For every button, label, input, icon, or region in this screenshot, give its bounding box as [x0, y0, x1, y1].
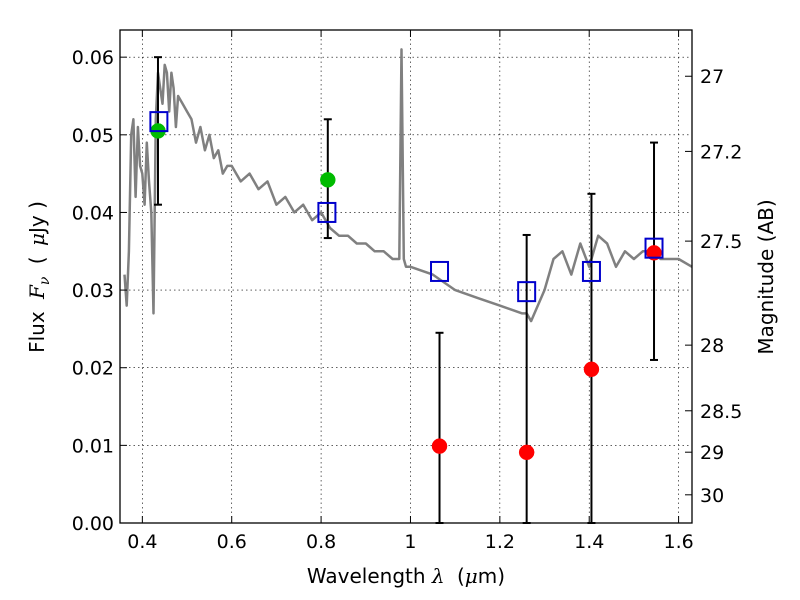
y-axis-title-text: Flux	[25, 311, 49, 353]
error-bars	[153, 56, 659, 524]
y-axis-title: Flux Fν ( μJy )	[25, 201, 54, 353]
y-axis-unit-mu: μ	[25, 233, 49, 246]
x-tick-label: 0.8	[306, 531, 336, 553]
y-tick-label: 0.02	[72, 358, 114, 380]
blue-square-point	[517, 281, 537, 303]
y2-axis-title: Magnitude (AB)	[754, 199, 778, 354]
x-axis-unit-rest: m)	[478, 564, 505, 588]
x-tick-label: 1.6	[663, 531, 693, 553]
blue-square-point	[317, 201, 337, 223]
x-tick-label: 1.4	[574, 531, 604, 553]
x-axis-unit-open: (	[457, 564, 465, 588]
y-tick-label: 0.01	[72, 435, 114, 457]
x-axis-unit-mu: μ	[465, 564, 478, 588]
red-circle-point	[518, 444, 535, 461]
y-axis-unit-open: (	[25, 256, 49, 264]
y2-tick-label: 27	[700, 66, 724, 88]
plot-frame	[119, 29, 693, 524]
model-sed-layer	[123, 48, 693, 323]
x-tick-label: 0.6	[217, 531, 247, 553]
y-axis-symbol: F	[25, 284, 49, 300]
grid	[120, 30, 692, 524]
y-axis-unit-rest: Jy )	[25, 201, 49, 235]
y2-tick-label: 27.2	[700, 141, 742, 163]
data-points	[149, 111, 664, 461]
y-tick-label: 0.03	[72, 280, 114, 302]
blue-square-point	[149, 111, 169, 133]
blue-square-point	[581, 260, 601, 282]
y2-tick-label: 29	[700, 442, 724, 464]
red-circle-point	[583, 361, 600, 378]
y-tick-label: 0.05	[72, 125, 114, 147]
x-axis-title: Wavelength λ (μm)	[307, 564, 505, 588]
y-tick-label: 0.00	[72, 513, 114, 535]
y2-tick-label: 27.5	[700, 231, 742, 253]
model-sed-line	[123, 48, 693, 323]
y-tick-label: 0.04	[72, 202, 114, 224]
blue-square-point	[644, 237, 664, 259]
x-tick-label: 1.2	[485, 531, 515, 553]
y2-tick-label: 30	[700, 485, 724, 507]
x-axis-title-text: Wavelength	[307, 564, 426, 588]
green-circle-point	[320, 172, 336, 188]
blue-square-point	[430, 260, 450, 282]
y2-tick-label: 28	[700, 335, 724, 357]
y-axis-subscript: ν	[37, 276, 53, 285]
y2-tick-label: 28.5	[700, 401, 742, 423]
y-tick-label: 0.06	[72, 47, 114, 69]
x-tick-label: 1	[404, 531, 416, 553]
x-tick-label: 0.4	[127, 531, 157, 553]
red-circle-point	[431, 438, 448, 454]
ticks: 0.4 0.6 0.8 1 1.2 1.4 1.6 0.00 0.01 0.02 0.03 0.04 0…	[72, 30, 742, 553]
x-axis-symbol: λ	[431, 564, 445, 588]
